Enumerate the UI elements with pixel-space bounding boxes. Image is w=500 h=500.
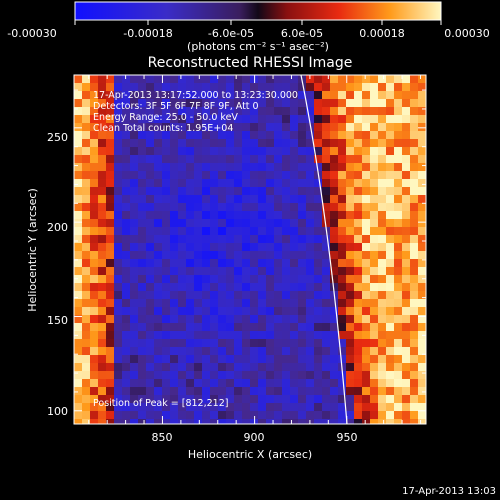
colorbar-tick-label: -0.00030 [7, 27, 56, 40]
x-tick-label: 850 [152, 431, 173, 444]
colorbar-tick-label: 6.0e-05 [281, 27, 323, 40]
detectors-text: Detectors: 3F 5F 6F 7F 8F 9F, Att 0 [93, 101, 259, 112]
footer-timestamp: 17-Apr-2013 13:03 [402, 486, 496, 497]
image-area [74, 75, 426, 424]
colorbar-tick-label: -0.00018 [123, 27, 172, 40]
y-tick-label: 200 [47, 221, 68, 234]
y-tick-label: 150 [47, 314, 68, 327]
clean-counts-text: Clean Total counts: 1.95E+04 [93, 123, 233, 134]
energy-range-text: Energy Range: 25.0 - 50.0 keV [93, 112, 238, 123]
info-annotation: 17-Apr-2013 13:17:52.000 to 13:23:30.000… [93, 90, 298, 409]
colorbar-ticks [74, 20, 442, 25]
solar-limb [300, 75, 348, 424]
colorbar: -0.00030 -0.00018 -6.0e-05 6.0e-05 0.000… [7, 1, 490, 53]
time-range-text: 17-Apr-2013 13:17:52.000 to 13:23:30.000 [93, 90, 298, 101]
colorbar-unit-label: (photons cm⁻² s⁻¹ asec⁻²) [187, 40, 329, 53]
flux-map [74, 75, 426, 424]
plot-frame [73, 74, 427, 425]
colorbar-tick-label: 0.00018 [359, 27, 405, 40]
colorbar-tick-label: -6.0e-05 [208, 27, 254, 40]
x-tick-label: 900 [244, 431, 265, 444]
y-tick-label: 100 [47, 405, 68, 418]
axis-ticks [74, 75, 426, 424]
x-axis-label: Heliocentric X (arcsec) [188, 448, 312, 461]
y-tick-label: 250 [47, 131, 68, 144]
colorbar-tick-label: 0.00030 [444, 27, 490, 40]
x-tick-label: 950 [337, 431, 358, 444]
y-axis-label: Heliocentric Y (arcsec) [26, 188, 39, 312]
colorbar-gradient [74, 1, 442, 21]
plot-title: Reconstructed RHESSI Image [148, 55, 353, 71]
peak-position-text: Position of Peak = [812,212] [93, 398, 228, 409]
